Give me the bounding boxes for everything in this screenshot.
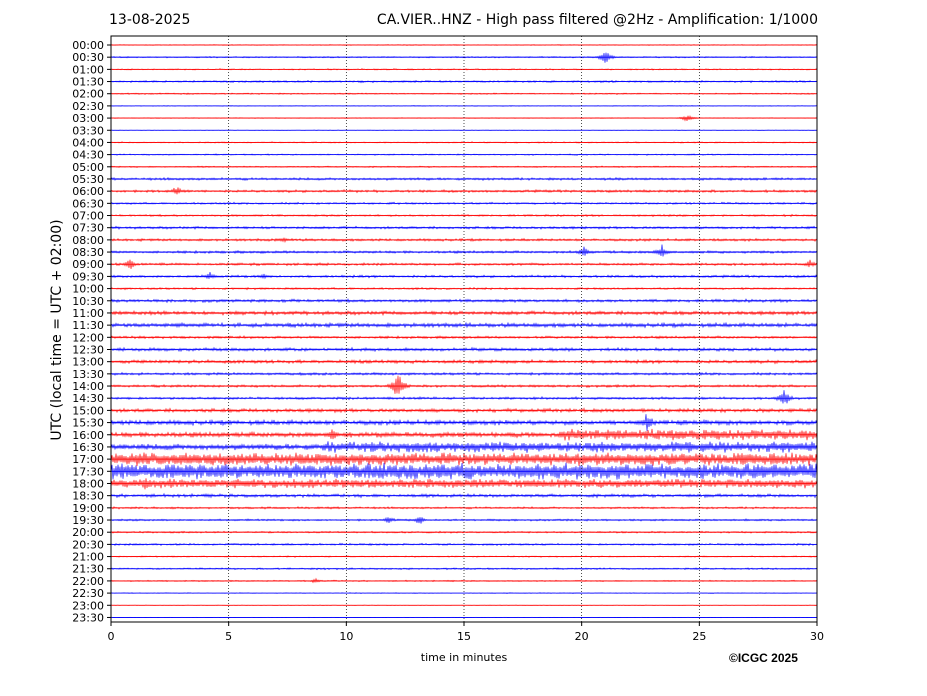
y-tick-label: 11:00 <box>72 307 104 320</box>
plot-date: 13-08-2025 <box>109 12 191 28</box>
y-tick-label: 12:00 <box>72 331 104 344</box>
y-tick-label: 15:30 <box>72 417 104 430</box>
y-tick-label: 06:00 <box>72 185 104 198</box>
y-tick-label: 02:30 <box>72 100 104 113</box>
y-tick-label: 12:30 <box>72 344 104 357</box>
y-tick-label: 00:30 <box>72 51 104 64</box>
y-tick-label: 00:00 <box>72 39 104 52</box>
y-tick-label: 05:00 <box>72 161 104 174</box>
y-tick-label: 13:00 <box>72 356 104 369</box>
y-tick-label: 17:30 <box>72 465 104 478</box>
y-tick-label: 14:30 <box>72 392 104 405</box>
plot-title: CA.VIER..HNZ - High pass filtered @2Hz -… <box>376 12 818 28</box>
y-tick-label: 04:30 <box>72 149 104 162</box>
x-ticks: 0 5 10 15 20 25 30 <box>108 622 824 643</box>
y-tick-label: 20:30 <box>72 538 104 551</box>
y-tick-label: 14:00 <box>72 380 104 393</box>
y-tick-label: 02:00 <box>72 88 104 101</box>
grid-lines <box>228 36 700 622</box>
y-tick-label: 19:00 <box>72 502 104 515</box>
y-tick-label: 09:00 <box>72 258 104 271</box>
x-tick-label: 10 <box>339 630 353 643</box>
y-tick-label: 10:00 <box>72 283 104 296</box>
y-tick-label: 13:30 <box>72 368 104 381</box>
y-tick-label: 07:00 <box>72 210 104 223</box>
y-tick-label: 17:00 <box>72 453 104 466</box>
x-tick-label: 15 <box>457 630 471 643</box>
y-tick-label: 10:30 <box>72 295 104 308</box>
y-tick-label: 23:30 <box>72 611 104 624</box>
x-tick-label: 30 <box>810 630 824 643</box>
x-tick-label: 25 <box>692 630 706 643</box>
y-tick-label: 05:30 <box>72 173 104 186</box>
y-tick-label: 21:30 <box>72 563 104 576</box>
y-tick-label: 21:00 <box>72 551 104 564</box>
y-tick-label: 03:00 <box>72 112 104 125</box>
y-tick-label: 15:00 <box>72 404 104 417</box>
x-tick-label: 20 <box>575 630 589 643</box>
copyright-notice: ©ICGC 2025 <box>729 651 798 665</box>
y-tick-label: 03:30 <box>72 124 104 137</box>
y-tick-label: 22:30 <box>72 587 104 600</box>
y-tick-label: 19:30 <box>72 514 104 527</box>
y-tick-label: 01:00 <box>72 63 104 76</box>
trace-row-1430 <box>110 390 818 404</box>
y-tick-label: 23:00 <box>72 599 104 612</box>
y-tick-label: 07:30 <box>72 222 104 235</box>
x-axis-label: time in minutes <box>420 651 508 664</box>
y-tick-label: 11:30 <box>72 319 104 332</box>
y-tick-label: 16:30 <box>72 441 104 454</box>
y-tick-label: 08:30 <box>72 246 104 259</box>
y-tick-label: 16:00 <box>72 429 104 442</box>
y-tick-label: 20:00 <box>72 526 104 539</box>
y-tick-label: 09:30 <box>72 270 104 283</box>
y-tick-label: 04:00 <box>72 136 104 149</box>
y-tick-label: 08:00 <box>72 234 104 247</box>
y-tick-label: 06:30 <box>72 197 104 210</box>
y-tick-label: 22:00 <box>72 575 104 588</box>
y-tick-label: 01:30 <box>72 76 104 89</box>
x-tick-label: 5 <box>225 630 232 643</box>
y-ticks: 00:0000:3001:0001:3002:0002:3003:0003:30… <box>72 39 111 624</box>
y-tick-label: 18:00 <box>72 477 104 490</box>
x-tick-label: 0 <box>108 630 115 643</box>
y-tick-label: 18:30 <box>72 490 104 503</box>
